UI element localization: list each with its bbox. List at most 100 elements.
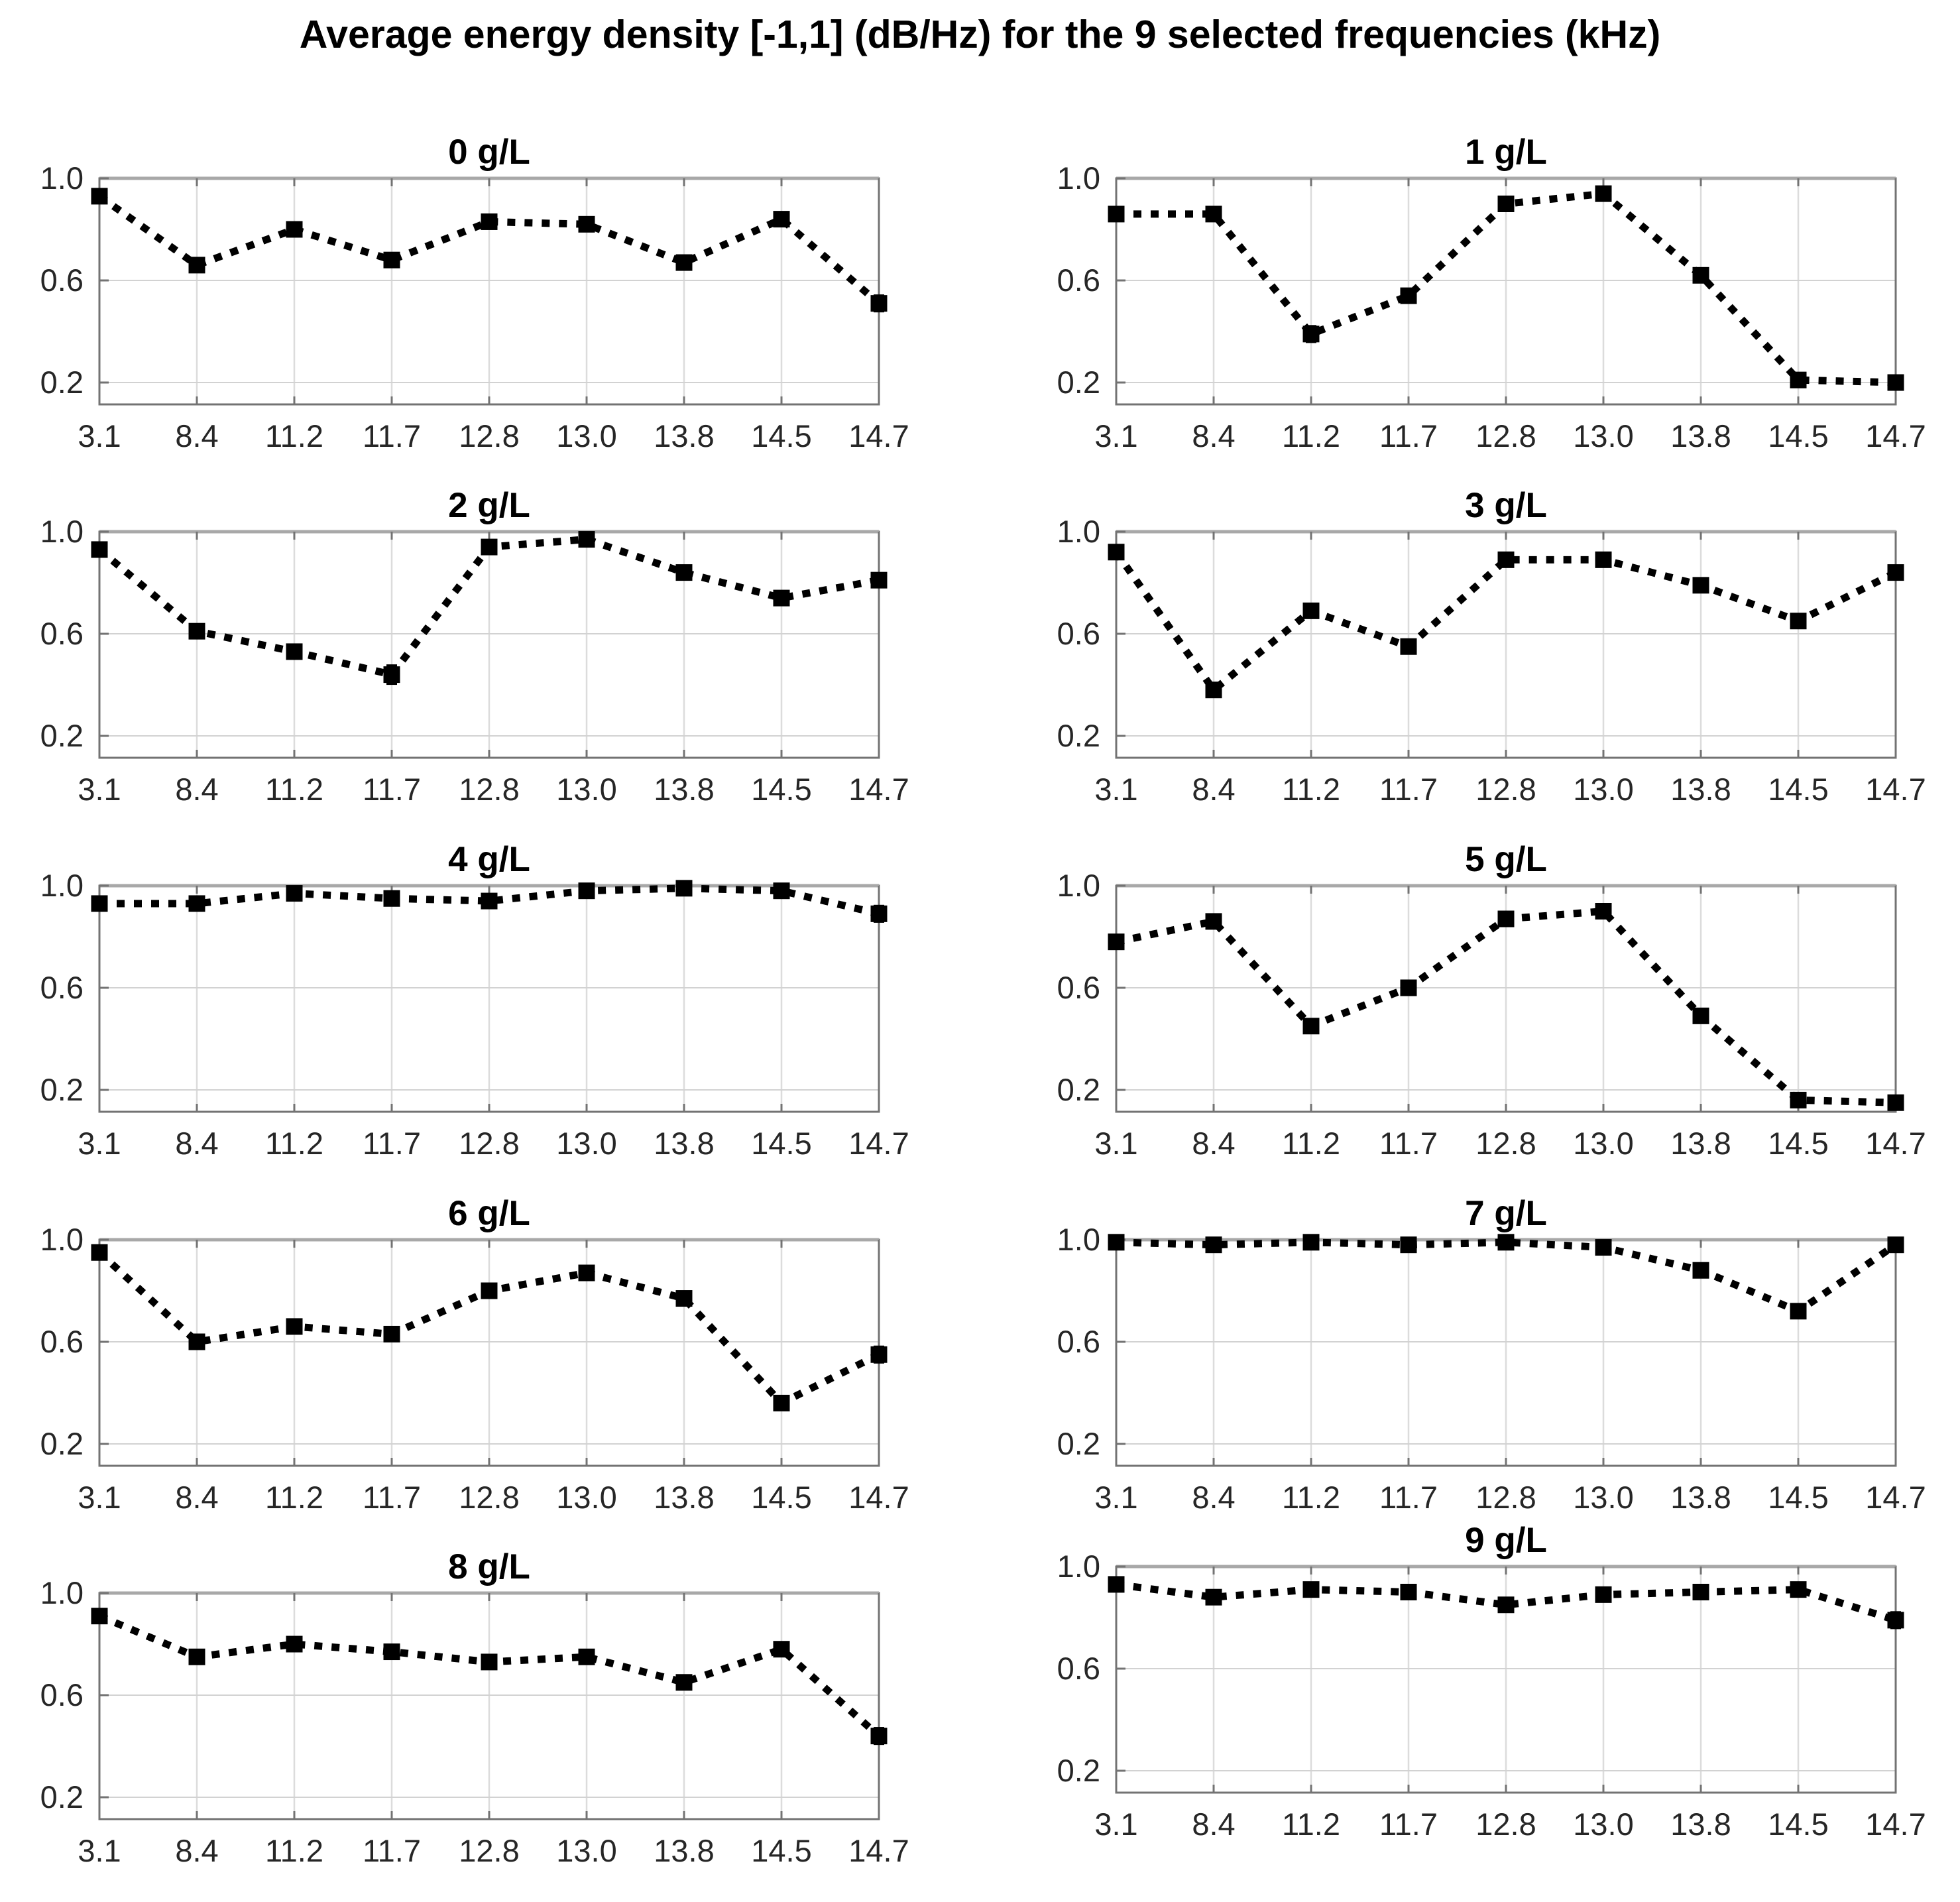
data-point-marker xyxy=(383,251,400,268)
data-point-marker xyxy=(188,895,205,912)
y-tick-label: 0.2 xyxy=(40,365,84,400)
data-point-marker xyxy=(578,215,595,233)
x-tick-label: 11.7 xyxy=(363,1480,421,1515)
x-tick-label: 12.8 xyxy=(459,1833,519,1868)
data-point-marker xyxy=(481,1282,498,1299)
data-point-marker xyxy=(1302,1018,1320,1035)
data-point-marker xyxy=(1302,1234,1320,1251)
data-point-marker xyxy=(870,905,888,922)
subplot-title: 9 g/L xyxy=(1465,1521,1547,1560)
x-tick-label: 14.5 xyxy=(751,1480,811,1515)
y-tick-label: 1.0 xyxy=(1057,1549,1100,1584)
data-point-marker xyxy=(1497,1234,1515,1251)
x-tick-label: 11.2 xyxy=(265,1833,323,1868)
y-tick-label: 1.0 xyxy=(40,1575,84,1610)
data-point-marker xyxy=(1400,1584,1417,1600)
x-tick-label: 11.2 xyxy=(1282,1807,1340,1842)
x-tick-label: 8.4 xyxy=(1192,1126,1235,1161)
x-tick-label: 8.4 xyxy=(175,1833,218,1868)
x-tick-label: 14.7 xyxy=(1865,1807,1926,1842)
x-tick-label: 14.5 xyxy=(1768,1807,1828,1842)
x-tick-label: 13.0 xyxy=(1573,1126,1633,1161)
x-tick-label: 13.0 xyxy=(1573,772,1633,807)
subplot-5-g-l: 5 g/L 1.0 0.6 0.2 3.1 8.4 11.2 11.7 12.8 13.0 13.8… xyxy=(1057,840,1926,1161)
x-tick-label: 14.7 xyxy=(1865,1480,1926,1515)
data-point-marker xyxy=(773,882,790,900)
x-tick-label: 14.5 xyxy=(751,1126,811,1161)
y-tick-label: 0.2 xyxy=(1057,365,1100,400)
data-point-marker xyxy=(1692,1584,1709,1600)
x-tick-label: 11.7 xyxy=(363,1833,421,1868)
x-tick-label: 13.0 xyxy=(556,1833,616,1868)
data-point-marker xyxy=(1497,1596,1515,1614)
data-point-marker xyxy=(870,1346,888,1363)
subplot-title: 7 g/L xyxy=(1465,1194,1547,1233)
x-tick-label: 3.1 xyxy=(1094,1126,1137,1161)
x-tick-label: 12.8 xyxy=(1475,418,1536,453)
x-tick-label: 8.4 xyxy=(1192,1807,1235,1842)
x-tick-label: 11.2 xyxy=(1282,1480,1340,1515)
y-tick-label: 1.0 xyxy=(40,1222,84,1257)
x-tick-label: 13.8 xyxy=(1670,1126,1731,1161)
x-tick-label: 13.0 xyxy=(556,1126,616,1161)
data-point-marker xyxy=(383,890,400,907)
data-point-marker xyxy=(1108,1234,1125,1251)
data-point-marker xyxy=(1887,374,1904,391)
data-point-marker xyxy=(1595,1239,1612,1256)
data-point-marker xyxy=(870,1728,888,1745)
subplot-6-g-l: 6 g/L 1.0 0.6 0.2 3.1 8.4 11.2 11.7 12.8 13.0 13.8… xyxy=(40,1194,909,1515)
y-tick-label: 0.2 xyxy=(1057,718,1100,753)
subplot-title: 5 g/L xyxy=(1465,840,1547,879)
x-tick-label: 8.4 xyxy=(175,1480,218,1515)
x-tick-label: 13.0 xyxy=(556,772,616,807)
x-tick-label: 3.1 xyxy=(1094,772,1137,807)
x-tick-label: 13.8 xyxy=(1670,1480,1731,1515)
x-tick-label: 8.4 xyxy=(1192,418,1235,453)
x-tick-label: 8.4 xyxy=(175,1126,218,1161)
data-point-marker xyxy=(675,564,693,581)
x-tick-label: 11.7 xyxy=(1379,418,1438,453)
data-point-marker xyxy=(286,221,303,238)
x-tick-label: 12.8 xyxy=(459,418,519,453)
data-point-marker xyxy=(1108,933,1125,951)
data-point-marker xyxy=(383,666,400,684)
subplot-0-g-l: 0 g/L 1.0 0.6 0.2 3.1 8.4 11.2 11.7 12.8 13.0 13.8… xyxy=(40,133,909,453)
x-tick-label: 11.7 xyxy=(1379,1807,1438,1842)
y-tick-label: 0.6 xyxy=(1057,970,1100,1005)
data-point-marker xyxy=(1692,1262,1709,1279)
data-point-marker xyxy=(578,531,595,548)
x-tick-label: 11.2 xyxy=(1282,418,1340,453)
data-point-marker xyxy=(1692,577,1709,594)
data-point-marker xyxy=(1595,551,1612,568)
data-point-marker xyxy=(286,643,303,660)
y-tick-label: 1.0 xyxy=(40,160,84,196)
data-point-marker xyxy=(188,623,205,640)
x-tick-label: 12.8 xyxy=(459,772,519,807)
data-point-marker xyxy=(1692,1007,1709,1024)
x-tick-label: 13.0 xyxy=(556,1480,616,1515)
subplot-title: 2 g/L xyxy=(448,486,530,525)
x-tick-label: 11.2 xyxy=(265,418,323,453)
y-tick-label: 1.0 xyxy=(1057,514,1100,549)
x-tick-label: 14.5 xyxy=(751,772,811,807)
data-point-marker xyxy=(1692,267,1709,284)
x-tick-label: 13.0 xyxy=(1573,418,1633,453)
x-tick-label: 3.1 xyxy=(78,772,121,807)
y-tick-label: 0.2 xyxy=(40,1426,84,1461)
x-tick-label: 3.1 xyxy=(78,1126,121,1161)
x-tick-label: 11.7 xyxy=(1379,1126,1438,1161)
data-point-marker xyxy=(1400,287,1417,304)
y-tick-label: 1.0 xyxy=(1057,160,1100,196)
x-tick-label: 12.8 xyxy=(459,1480,519,1515)
subplot-title: 0 g/L xyxy=(448,133,530,172)
x-tick-label: 3.1 xyxy=(1094,1480,1137,1515)
x-tick-label: 13.8 xyxy=(654,1480,714,1515)
x-tick-label: 13.8 xyxy=(654,1126,714,1161)
y-tick-label: 0.6 xyxy=(40,263,84,298)
data-point-marker xyxy=(870,571,888,589)
data-point-marker xyxy=(91,541,108,558)
x-tick-label: 11.7 xyxy=(1379,1480,1438,1515)
x-tick-label: 3.1 xyxy=(78,418,121,453)
